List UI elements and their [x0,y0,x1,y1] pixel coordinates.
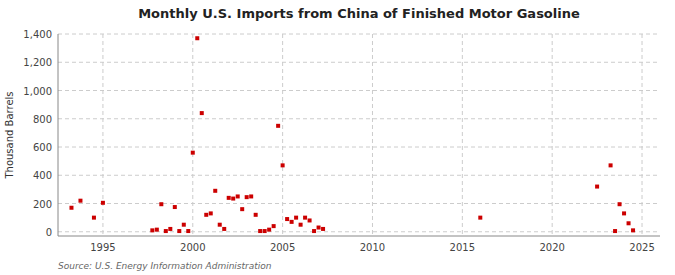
point [150,228,154,232]
point [240,207,244,211]
point [321,227,325,231]
grid-line [58,118,660,119]
grid-line [58,231,660,232]
source: Source: U.S. Energy Information Administ… [58,261,272,271]
point [303,216,307,220]
point [281,163,285,167]
point [78,199,82,203]
x-tick-label: 1995 [90,242,115,253]
point [245,195,249,199]
point [272,224,276,228]
grid-line [552,34,553,236]
grid-line [58,62,660,63]
point [622,211,626,215]
point [173,205,177,209]
point [254,213,258,217]
x-axis-line [58,236,660,237]
grid-line [58,203,660,204]
y-tick-label: 1,400 [23,29,52,40]
point [627,221,631,225]
grid-line [58,175,660,176]
point [276,124,280,128]
tick-labels: 0 200 400 600 800 1,000 1,200 1,400 1995 2000 2005… [23,29,654,253]
point [204,213,208,217]
point [258,229,262,233]
point [263,229,267,233]
point [299,223,303,227]
point [209,211,213,215]
x-tick-label: 2005 [270,242,295,253]
point [177,229,181,233]
y-tick-label: 600 [33,142,52,153]
x-tick-label: 2025 [629,242,654,253]
point [308,218,312,222]
grid-line [462,34,463,236]
point [613,229,617,233]
y-axis-label: Thousand Barrels [4,91,15,179]
point [618,202,622,206]
grid [58,34,660,236]
point [101,201,105,205]
point [478,216,482,220]
grid-line [282,34,283,236]
x-tick-label: 2010 [360,242,385,253]
y-tick-label: 1,200 [23,57,52,68]
point [200,111,204,115]
point [249,194,253,198]
y-tick-label: 200 [33,199,52,210]
point [285,217,289,221]
point [186,229,190,233]
grid-line [58,90,660,91]
point [213,189,217,193]
y-tick-label: 1,000 [23,86,52,97]
point [155,228,159,232]
y-tick-label: 0 [46,227,52,238]
grid-line [58,147,660,148]
point [317,226,321,230]
point [92,216,96,220]
x-tick-label: 2000 [180,242,205,253]
grid-line [58,34,660,35]
point [159,202,163,206]
point [231,197,235,201]
point [191,151,195,155]
chart: Monthly U.S. Imports from China of Finis… [0,0,675,275]
title: Monthly U.S. Imports from China of Finis… [138,6,580,21]
point [267,228,271,232]
x-tick-label: 2015 [450,242,475,253]
x-tick-label: 2020 [539,242,564,253]
point [164,229,168,233]
point [227,196,231,200]
point [182,223,186,227]
point [69,206,73,210]
point [631,228,635,232]
point [290,220,294,224]
point [595,185,599,189]
grid-line [642,34,643,236]
point [195,36,199,40]
point [294,216,298,220]
grid-line [192,34,193,236]
y-tick-label: 400 [33,170,52,181]
point [609,163,613,167]
point [236,194,240,198]
point [222,227,226,231]
point [168,227,172,231]
points [69,36,635,233]
point [218,223,222,227]
grid-line [102,34,103,236]
point [312,229,316,233]
y-axis-line [58,34,59,236]
grid-line [372,34,373,236]
y-tick-label: 800 [33,114,52,125]
